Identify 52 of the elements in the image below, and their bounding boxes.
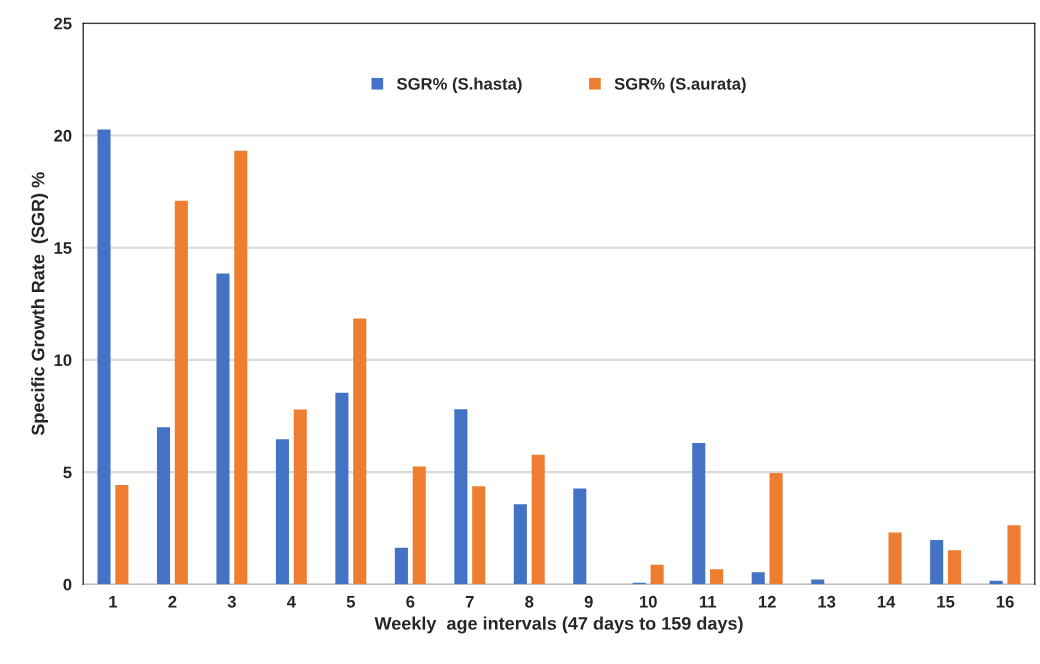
bar (888, 532, 902, 585)
x-tick-label: 7 (465, 596, 474, 608)
bar (692, 442, 706, 585)
bar (947, 550, 962, 585)
bar (650, 564, 664, 585)
y-tick-label: 5 (63, 466, 72, 479)
legend-label: SGR% (S.hasta) (396, 77, 522, 94)
bar (174, 200, 188, 585)
x-tick-label: 15 (937, 596, 955, 608)
bar (454, 409, 468, 585)
x-tick-label: 1 (109, 596, 118, 608)
bar (275, 439, 289, 585)
x-tick-label: 2 (168, 595, 177, 608)
bar (335, 392, 349, 585)
bar (97, 129, 111, 585)
y-axis-title: Specific Growth Rate (SGR) % (31, 172, 48, 436)
y-tick-label: 0 (63, 578, 72, 591)
x-axis-title: Weekly age intervals (47 days to 159 days) (374, 616, 743, 634)
bar (115, 484, 129, 585)
bar (216, 273, 230, 585)
legend-label: SGR% (S.aurata) (614, 77, 746, 94)
bar (531, 454, 545, 585)
x-tick-label: 5 (346, 596, 356, 608)
y-tick-label: 20 (54, 129, 72, 142)
bar (513, 504, 527, 585)
x-tick-label: 3 (227, 595, 236, 608)
bar (394, 547, 408, 585)
bar (1007, 525, 1021, 585)
bar (353, 318, 367, 585)
x-tick-label: 4 (286, 596, 296, 608)
x-tick-label: 12 (758, 595, 776, 608)
y-tick-label: 15 (54, 242, 72, 254)
bar (930, 540, 944, 585)
x-tick-label: 10 (639, 595, 657, 608)
bar (472, 486, 486, 585)
bar (234, 150, 248, 585)
y-tick-label: 10 (54, 354, 72, 367)
bar (293, 409, 307, 585)
bar (751, 572, 765, 585)
bar (769, 473, 783, 585)
x-tick-label: 13 (818, 595, 836, 608)
bar (412, 466, 426, 585)
x-tick-label: 14 (877, 596, 896, 608)
x-tick-label: 16 (996, 595, 1014, 608)
y-tick-label: 25 (54, 17, 72, 30)
x-tick-label: 11 (699, 596, 717, 608)
bar (573, 488, 587, 585)
x-tick-label: 9 (584, 595, 593, 608)
bar (710, 569, 724, 585)
x-tick-label: 8 (525, 595, 534, 608)
bar (156, 427, 171, 585)
x-tick-label: 6 (406, 595, 415, 608)
